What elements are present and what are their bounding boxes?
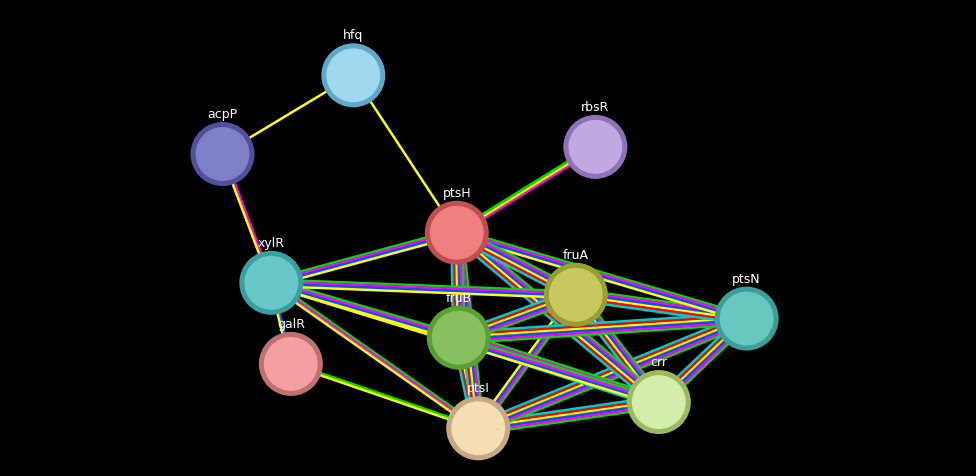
Circle shape — [627, 370, 691, 434]
Circle shape — [194, 127, 251, 183]
Circle shape — [430, 310, 487, 366]
Circle shape — [544, 263, 608, 327]
Circle shape — [714, 287, 779, 351]
Text: xylR: xylR — [258, 236, 285, 249]
Circle shape — [321, 44, 386, 108]
Circle shape — [450, 400, 507, 456]
Circle shape — [718, 291, 775, 347]
Circle shape — [548, 267, 604, 323]
Text: ptsN: ptsN — [732, 272, 761, 285]
Text: hfq: hfq — [344, 29, 363, 42]
Text: fruB: fruB — [446, 291, 471, 304]
Circle shape — [325, 48, 382, 104]
Circle shape — [630, 374, 687, 430]
Circle shape — [446, 397, 510, 460]
Circle shape — [428, 205, 485, 261]
Text: galR: galR — [277, 317, 305, 330]
Text: crr: crr — [650, 355, 668, 368]
Text: fruA: fruA — [563, 248, 589, 261]
Text: ptsI: ptsI — [467, 381, 490, 395]
Circle shape — [563, 116, 628, 179]
Circle shape — [425, 201, 489, 265]
Circle shape — [263, 336, 319, 392]
Text: acpP: acpP — [208, 108, 237, 121]
Circle shape — [427, 306, 491, 370]
Text: rbsR: rbsR — [582, 100, 609, 114]
Circle shape — [567, 119, 624, 176]
Circle shape — [239, 251, 304, 315]
Circle shape — [190, 123, 255, 187]
Text: ptsH: ptsH — [442, 186, 471, 199]
Circle shape — [243, 255, 300, 311]
Circle shape — [259, 332, 323, 396]
